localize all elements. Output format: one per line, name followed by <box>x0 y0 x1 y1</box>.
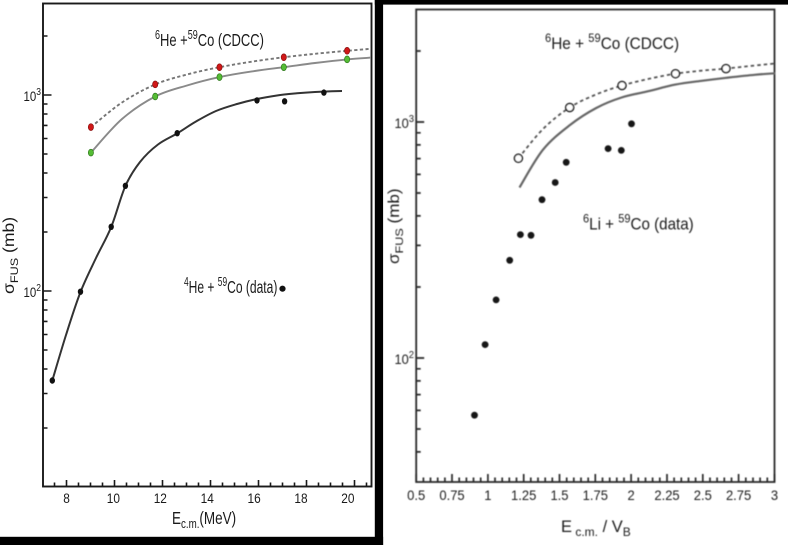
svg-text:6He +59Co (CDCC): 6He +59Co (CDCC) <box>155 29 264 51</box>
svg-text:8: 8 <box>63 490 70 506</box>
svg-text:1.25: 1.25 <box>511 488 536 504</box>
svg-text:18: 18 <box>294 490 307 506</box>
svg-text:6He + 59Co (CDCC): 6He + 59Co (CDCC) <box>545 33 679 53</box>
svg-text:1.75: 1.75 <box>583 488 608 504</box>
svg-text:2.5: 2.5 <box>694 488 712 504</box>
svg-text:σFUS (mb): σFUS (mb) <box>386 188 406 264</box>
svg-text:20: 20 <box>341 490 354 506</box>
svg-text:0.75: 0.75 <box>439 488 464 504</box>
svg-text:4He + 59Co (data): 4He + 59Co (data) <box>184 275 277 297</box>
svg-text:3: 3 <box>771 488 778 504</box>
svg-text:6Li + 59Co (data): 6Li + 59Co (data) <box>583 213 694 234</box>
svg-text:0.5: 0.5 <box>407 488 425 504</box>
svg-text:2.75: 2.75 <box>726 488 751 504</box>
svg-text:12: 12 <box>154 490 167 506</box>
svg-text:2.25: 2.25 <box>654 488 679 504</box>
svg-text:1.5: 1.5 <box>550 488 568 504</box>
svg-text:σFUS (mb): σFUS (mb) <box>0 217 21 294</box>
svg-text:2: 2 <box>627 488 634 504</box>
svg-text:10: 10 <box>107 490 120 506</box>
svg-text:16: 16 <box>247 490 260 506</box>
svg-text:1: 1 <box>484 488 491 504</box>
svg-text:14: 14 <box>201 490 214 506</box>
